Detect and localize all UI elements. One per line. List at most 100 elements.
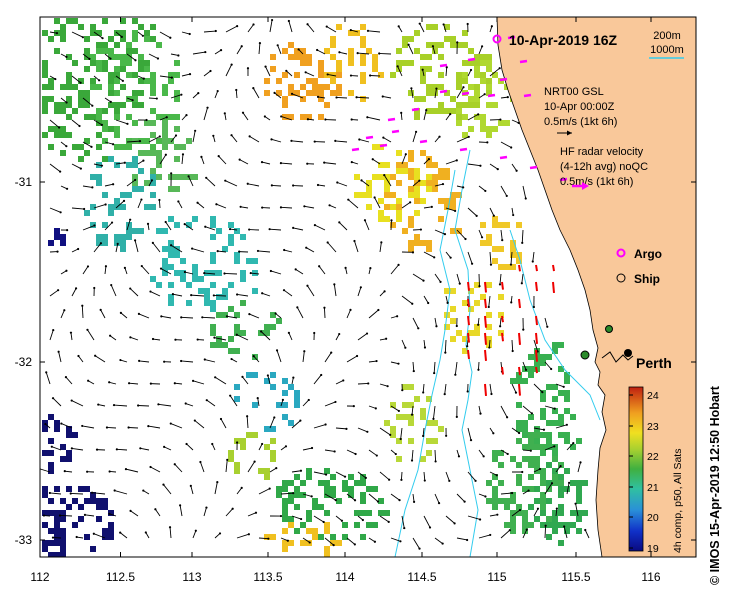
- current-vector-head: [69, 492, 72, 495]
- current-vector: [65, 376, 73, 385]
- current-vector: [115, 31, 123, 38]
- current-vector: [197, 202, 205, 209]
- sst-pixel: [48, 96, 54, 102]
- current-vector-head: [466, 390, 469, 393]
- current-vector: [488, 339, 491, 348]
- sst-pixel: [444, 168, 450, 174]
- current-vector-head: [123, 161, 126, 164]
- current-vector: [477, 317, 480, 325]
- current-vector: [379, 242, 382, 253]
- model-legend-time: 10-Apr 00:00Z: [544, 101, 615, 113]
- sst-pixel: [444, 90, 450, 96]
- argo-vector: [379, 143, 388, 148]
- sst-pixel: [516, 222, 522, 228]
- current-vector: [500, 96, 508, 99]
- current-vector: [280, 492, 294, 495]
- sst-pixel: [378, 210, 384, 216]
- current-vector: [390, 361, 399, 365]
- current-vector: [318, 265, 326, 275]
- sst-pixel: [54, 18, 60, 24]
- argo-vector: [459, 147, 468, 152]
- sst-pixel: [114, 78, 120, 84]
- current-vector: [357, 333, 368, 341]
- current-vector-head: [241, 375, 244, 379]
- sst-pixel: [54, 534, 60, 540]
- sst-pixel: [144, 36, 150, 42]
- current-vector-head: [104, 203, 107, 206]
- sst-pixel: [528, 522, 534, 528]
- sst-pixel: [240, 300, 246, 306]
- current-vector-head: [306, 118, 310, 121]
- sst-pixel: [42, 492, 48, 498]
- sst-pixel: [294, 54, 300, 60]
- sst-pixel: [72, 18, 78, 24]
- current-vector: [324, 352, 332, 363]
- sst-pixel: [264, 330, 270, 336]
- sst-pixel: [330, 534, 336, 540]
- current-vector: [192, 530, 197, 539]
- sst-pixel: [468, 306, 474, 312]
- sst-pixel: [48, 498, 54, 504]
- sst-pixel: [372, 486, 378, 492]
- current-vector: [313, 424, 326, 429]
- current-vector: [274, 92, 282, 99]
- sst-pixel: [186, 282, 192, 288]
- sst-pixel: [540, 450, 546, 456]
- sst-pixel: [240, 234, 246, 240]
- current-vector: [250, 272, 260, 275]
- sst-pixel: [180, 174, 186, 180]
- current-vector: [71, 447, 84, 451]
- sst-pixel: [540, 432, 546, 438]
- sst-pixel: [330, 78, 336, 84]
- sst-pixel: [354, 30, 360, 36]
- current-vector-head: [158, 135, 161, 138]
- sst-pixel: [282, 516, 288, 522]
- sst-pixel: [414, 186, 420, 192]
- sst-pixel: [438, 42, 444, 48]
- land-wa: [496, 17, 696, 557]
- current-vector-head: [418, 547, 421, 550]
- current-vector: [246, 416, 249, 429]
- sst-pixel: [234, 396, 240, 402]
- current-vector-head: [50, 445, 53, 448]
- sst-pixel: [426, 246, 432, 252]
- sst-pixel: [552, 342, 558, 348]
- current-vector: [125, 468, 139, 473]
- sst-pixel: [480, 222, 486, 228]
- current-vector: [217, 250, 227, 253]
- axis-ticks: [39, 17, 696, 557]
- current-vector: [52, 397, 62, 407]
- sst-pixel: [486, 78, 492, 84]
- sst-pixel: [276, 78, 282, 84]
- argo-vector: [391, 129, 400, 134]
- current-vector-head: [252, 87, 255, 90]
- current-vector-head: [200, 155, 203, 158]
- current-vector: [357, 471, 367, 479]
- current-vector-head: [119, 358, 122, 362]
- current-vector-head: [350, 160, 353, 164]
- sst-pixel: [408, 168, 414, 174]
- sst-pixel: [144, 138, 150, 144]
- current-vector-head: [520, 282, 523, 285]
- current-vector: [206, 399, 216, 407]
- sst-pixel: [516, 462, 522, 468]
- current-vector: [87, 329, 95, 341]
- current-vector-head: [138, 359, 141, 362]
- sst-pixel: [450, 108, 456, 114]
- current-vector-head: [488, 346, 491, 349]
- sst-pixel: [102, 504, 108, 510]
- sst-pixel: [366, 510, 372, 516]
- current-vector-head: [490, 25, 493, 28]
- current-vector-head: [505, 194, 508, 198]
- sst-pixel: [480, 126, 486, 132]
- sst-pixel: [264, 90, 270, 96]
- sst-pixel: [234, 348, 240, 354]
- current-vector-head: [149, 290, 152, 293]
- current-vector: [346, 493, 356, 501]
- sst-pixel: [138, 54, 144, 60]
- argo-legend-marker: [616, 248, 626, 258]
- current-vector: [82, 425, 95, 429]
- sst-pixel: [504, 120, 510, 126]
- sst-pixel: [384, 204, 390, 210]
- sst-pixel: [414, 108, 420, 114]
